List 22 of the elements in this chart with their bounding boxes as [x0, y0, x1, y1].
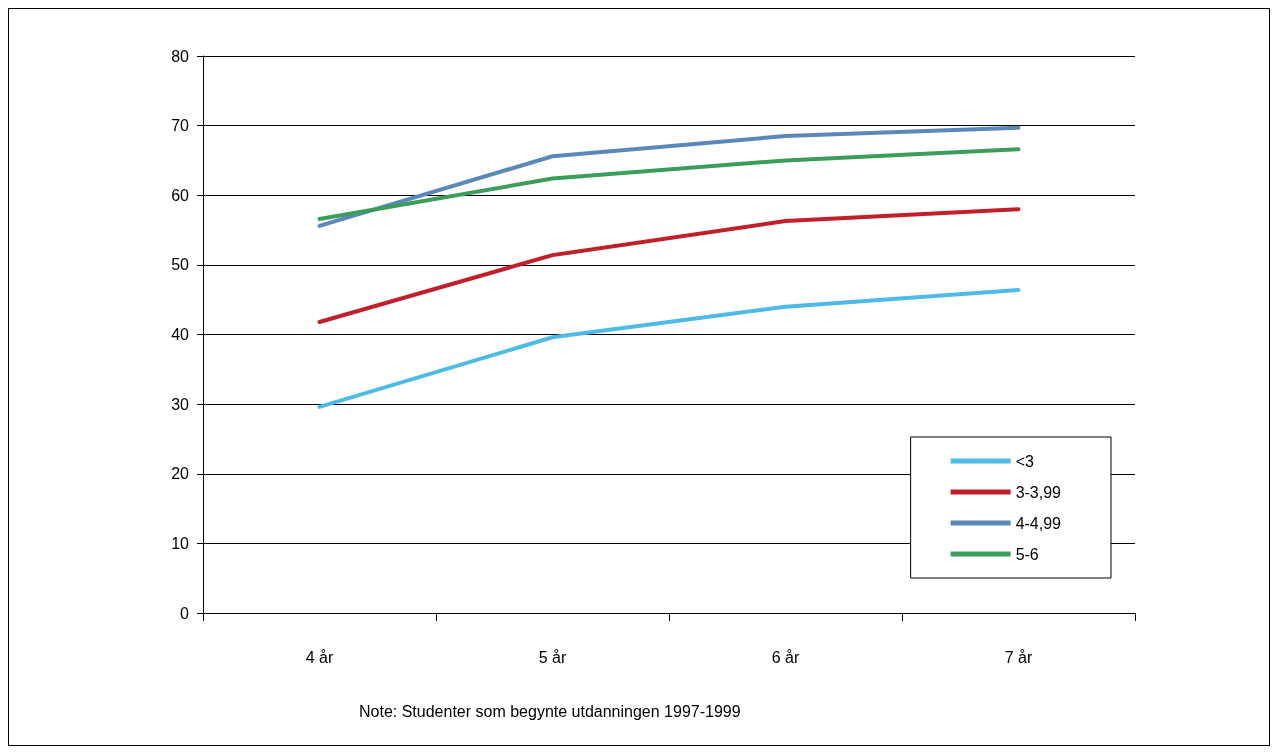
- y-tick-label: 0: [180, 604, 190, 622]
- y-tick-label: 30: [171, 395, 190, 413]
- line-series: [317, 287, 1021, 409]
- line-series: [317, 147, 1021, 221]
- y-tick-label: 40: [171, 326, 190, 343]
- y-tick-label: 10: [171, 534, 190, 552]
- y-tick-label: 80: [171, 47, 190, 65]
- text: Note: Studenter som begynte utdanningen 1997-1999: [359, 702, 741, 720]
- y-tick-label: 20: [171, 465, 190, 483]
- x-tick-label: 6 år: [771, 648, 800, 666]
- y-tick-label: 50: [171, 256, 190, 274]
- y-tick-label: 70: [171, 117, 190, 135]
- x-tick-label: 4 år: [305, 648, 334, 666]
- legend-label: 4-4,99: [1015, 514, 1062, 532]
- line-series: [317, 207, 1021, 324]
- legend-label: 5-6: [1015, 545, 1039, 563]
- line-series: [317, 125, 1021, 228]
- legend-label: 3-3,99: [1015, 483, 1062, 501]
- x-tick-label: 7 år: [1004, 648, 1033, 666]
- legend-label: <3: [1015, 452, 1034, 470]
- x-tick-label: 5 år: [538, 648, 567, 666]
- y-tick-label: 60: [171, 186, 190, 204]
